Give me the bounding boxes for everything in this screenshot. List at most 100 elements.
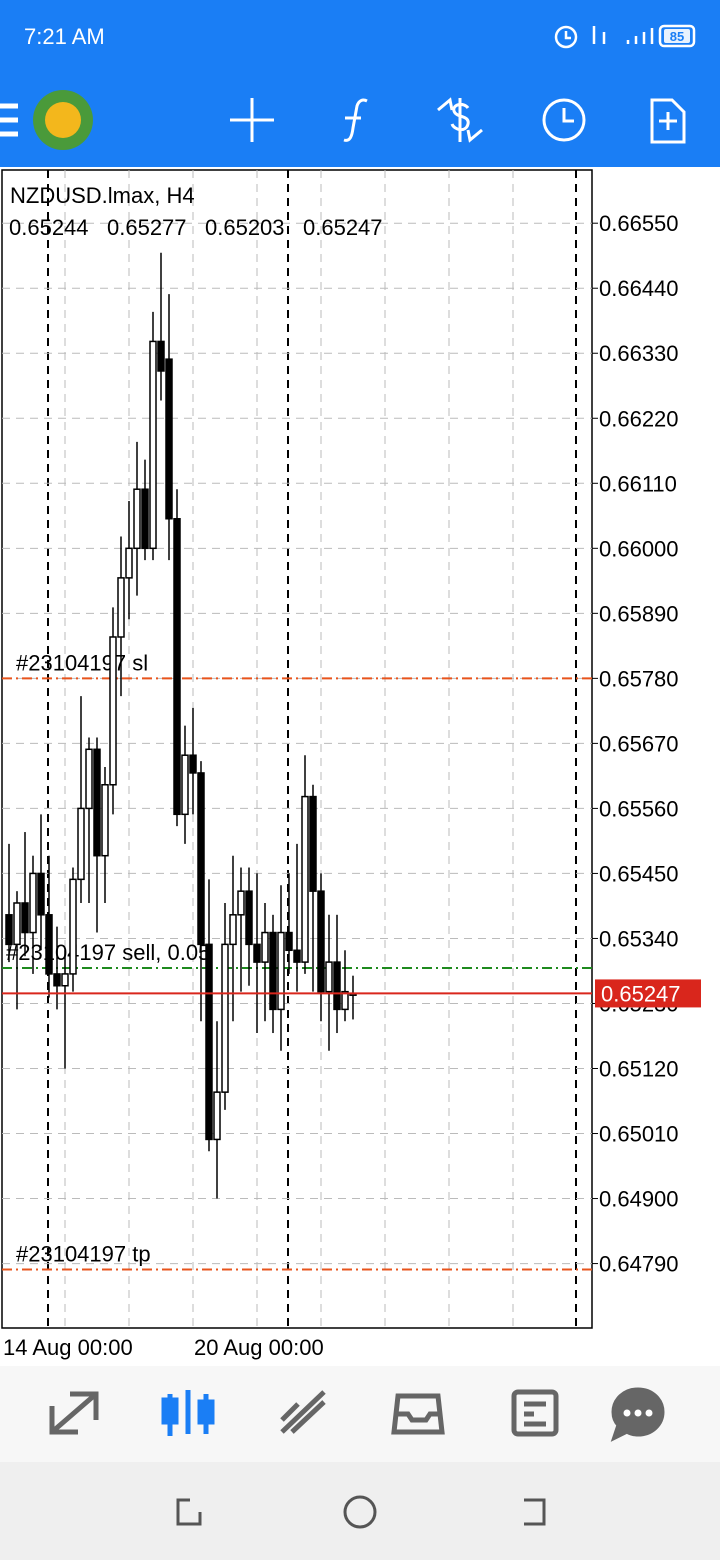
home-button[interactable] [343, 1495, 377, 1529]
candle-body [277, 931, 285, 1011]
candle-body [93, 748, 101, 857]
candle-body [149, 340, 157, 550]
candle-body [341, 990, 349, 1011]
order-label: #23104197 tp [16, 1241, 151, 1266]
y-tick-label: 0.65780 [599, 666, 679, 691]
candle-body [229, 914, 237, 946]
candle-body [269, 931, 277, 1011]
candle-body [37, 872, 45, 916]
candle-body [317, 890, 325, 993]
indicators-button[interactable] [343, 98, 368, 142]
y-tick-label: 0.65340 [599, 926, 679, 951]
order-label: #23104197 sl [16, 650, 148, 675]
x-tick-label: 20 Aug 00:00 [194, 1335, 324, 1360]
y-tick-label: 0.66220 [599, 406, 679, 431]
candle-body [117, 577, 125, 638]
candle-body [285, 931, 293, 952]
ohlc-readout: 0.65244 0.65277 0.65203 0.65247 [9, 215, 383, 240]
candle-body [53, 973, 61, 987]
order-label: #23104197 sell, 0.05 [6, 940, 210, 965]
y-tick-label: 0.65890 [599, 601, 679, 626]
back-button[interactable] [524, 1498, 546, 1526]
candle-body [173, 518, 181, 816]
chart-tab[interactable] [161, 1390, 215, 1436]
last-close: 0.65247 [303, 215, 383, 240]
candle-body [213, 1091, 221, 1141]
candle-body [325, 961, 333, 993]
chat-dots [623, 1409, 653, 1417]
candle-body [309, 795, 317, 892]
toolbar-icons [230, 97, 686, 144]
candle-body [189, 754, 197, 774]
candle-body [45, 914, 53, 975]
candle-body [333, 961, 341, 1011]
chart: #23104197 sl #23104197 sell, 0.05 #2310419… [2, 170, 598, 1328]
candle-body [109, 636, 117, 786]
candle-body [141, 488, 149, 550]
period-button[interactable] [542, 98, 586, 142]
candle-body [261, 931, 269, 963]
candle-body [133, 488, 141, 550]
y-tick-label: 0.65120 [599, 1056, 679, 1081]
candle-body [101, 784, 109, 857]
y-tick-label: 0.64790 [599, 1252, 679, 1277]
y-tick-label: 0.66110 [599, 471, 677, 496]
x-tick-label: 14 Aug 00:00 [3, 1335, 133, 1360]
nav-icons [49, 1387, 665, 1442]
y-tick-label: 0.65560 [599, 796, 679, 821]
trade-tab[interactable] [280, 1390, 326, 1434]
menu-button[interactable] [0, 103, 18, 137]
candle-body [245, 890, 253, 946]
app-logo-inner [45, 102, 81, 138]
bid-label: 0.65247 [601, 981, 681, 1006]
bid-label-bg [595, 979, 701, 1008]
y-tick-label: 0.65450 [599, 861, 679, 886]
candle-body [77, 807, 85, 881]
recent-apps[interactable] [176, 1498, 202, 1526]
y-tick-label: 0.64900 [599, 1187, 679, 1212]
y-tick-label: 0.66330 [599, 341, 679, 366]
candle-body [29, 872, 37, 934]
candle-body [125, 547, 133, 579]
candle-body [237, 890, 245, 916]
candle-body [13, 902, 21, 946]
candle-body [253, 943, 261, 963]
candle-body [205, 943, 213, 1141]
candle-body [165, 358, 173, 520]
y-tick-label: 0.66550 [599, 211, 679, 236]
candle-body [5, 914, 13, 946]
candle-body [197, 772, 205, 946]
status-icons [554, 24, 696, 49]
battery-level-text: 85 [670, 29, 684, 44]
trade-button[interactable] [437, 97, 483, 143]
last-open: 0.65244 [9, 215, 89, 240]
system-nav [0, 1462, 720, 1560]
candle-body [69, 878, 77, 975]
history-tab[interactable] [391, 1393, 445, 1435]
y-tick-label: 0.65670 [599, 731, 679, 756]
quotes-tab[interactable] [49, 1391, 99, 1435]
battery-fill [664, 29, 690, 43]
system-buttons [176, 1495, 546, 1529]
candle-body [301, 795, 309, 963]
crosshair-button[interactable] [230, 98, 274, 142]
candle-body [157, 340, 165, 372]
y-tick-label: 0.66440 [599, 276, 679, 301]
new-order-button[interactable] [650, 98, 686, 144]
last-low: 0.65203 [205, 215, 285, 240]
status-time: 7:21 AM [24, 24, 105, 49]
news-tab[interactable] [511, 1389, 559, 1437]
last-high: 0.65277 [107, 215, 187, 240]
candle-body [181, 754, 189, 816]
top-bar [0, 0, 720, 167]
candle-body [85, 748, 93, 810]
bottom-nav [0, 1366, 720, 1462]
candle-body [293, 949, 301, 963]
y-tick-label: 0.66000 [599, 536, 679, 561]
chart-title: NZDUSD.lmax, H4 [10, 183, 195, 208]
candle-body [61, 973, 69, 987]
y-tick-label: 0.65010 [599, 1122, 679, 1147]
candle-body [21, 902, 29, 934]
